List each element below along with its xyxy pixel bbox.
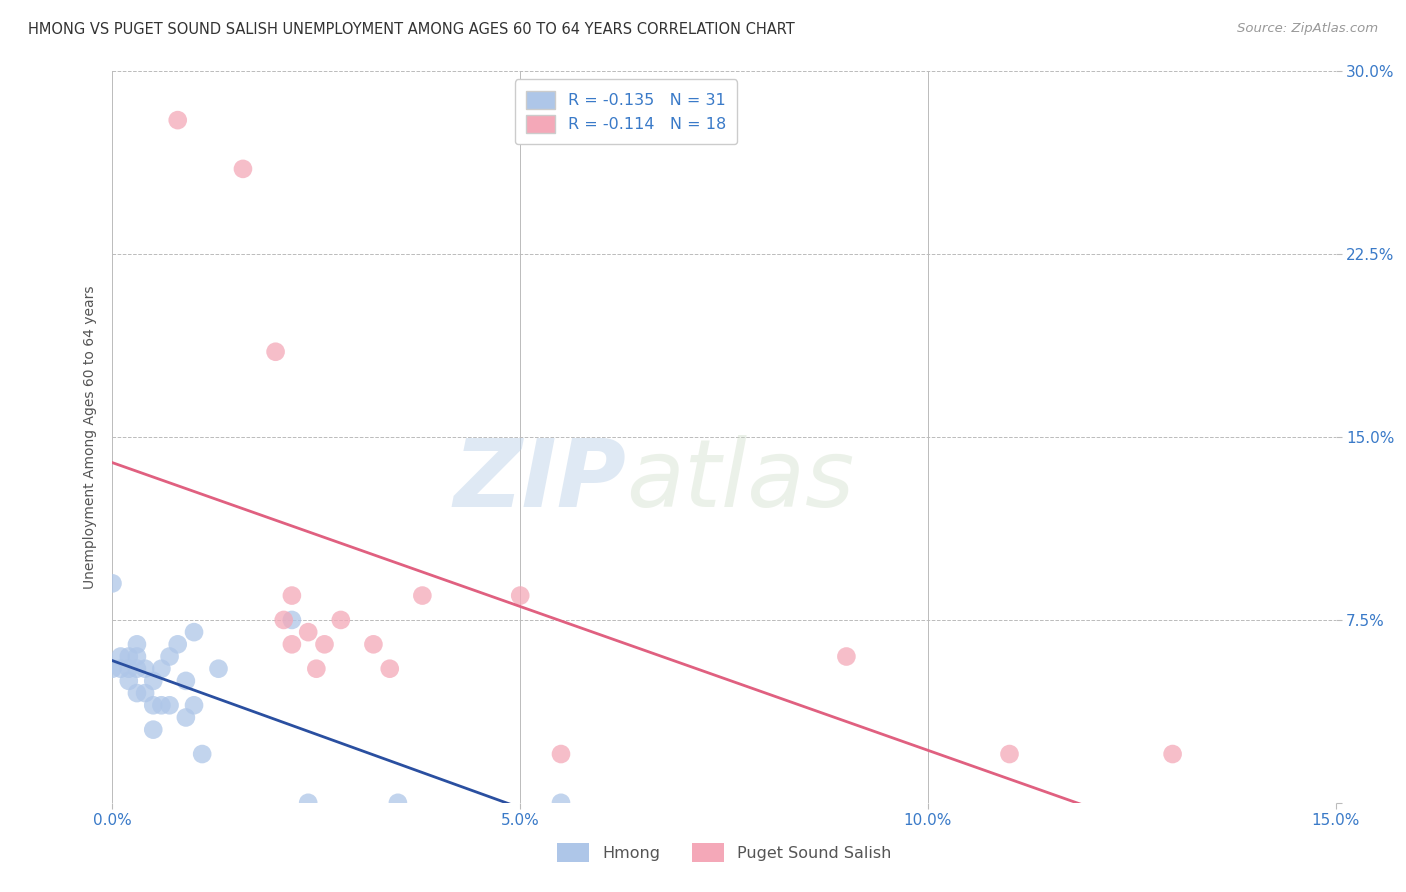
Point [142,698,165,713]
Point [110,662,132,676]
Text: HMONG VS PUGET SOUND SALISH UNEMPLOYMENT AMONG AGES 60 TO 64 YEARS CORRELATION C: HMONG VS PUGET SOUND SALISH UNEMPLOYMENT… [28,22,794,37]
Point [550,796,572,810]
Point [150,698,173,713]
Point [159,698,181,713]
Point [101,662,124,676]
Point [363,637,385,651]
Point [273,613,295,627]
Point [142,673,165,688]
Point [232,161,254,176]
Point [387,796,409,810]
Y-axis label: Unemployment Among Ages 60 to 64 years: Unemployment Among Ages 60 to 64 years [83,285,97,589]
Point [297,796,319,810]
Point [118,649,141,664]
Point [150,662,173,676]
Point [411,589,433,603]
Point [166,113,188,128]
Point [305,662,328,676]
Point [1161,747,1184,761]
Point [101,576,124,591]
Point [207,662,229,676]
Point [142,723,165,737]
Point [134,662,156,676]
Point [166,637,188,651]
Point [125,662,148,676]
Legend: Hmong, Puget Sound Salish: Hmong, Puget Sound Salish [551,837,897,868]
Point [118,662,141,676]
Point [125,649,148,664]
Point [183,698,205,713]
Point [159,649,181,664]
Point [125,686,148,700]
Point [183,625,205,640]
Point [314,637,336,651]
Point [378,662,401,676]
Text: Source: ZipAtlas.com: Source: ZipAtlas.com [1237,22,1378,36]
Point [118,673,141,688]
Point [174,710,197,724]
Point [191,747,214,761]
Text: ZIP: ZIP [453,435,626,527]
Point [281,613,304,627]
Point [509,589,531,603]
Point [297,625,319,640]
Point [174,673,197,688]
Point [110,649,132,664]
Point [264,344,287,359]
Point [134,686,156,700]
Point [835,649,858,664]
Point [281,637,304,651]
Point [281,589,304,603]
Point [329,613,352,627]
Point [998,747,1021,761]
Point [550,747,572,761]
Text: atlas: atlas [626,435,855,526]
Point [125,637,148,651]
